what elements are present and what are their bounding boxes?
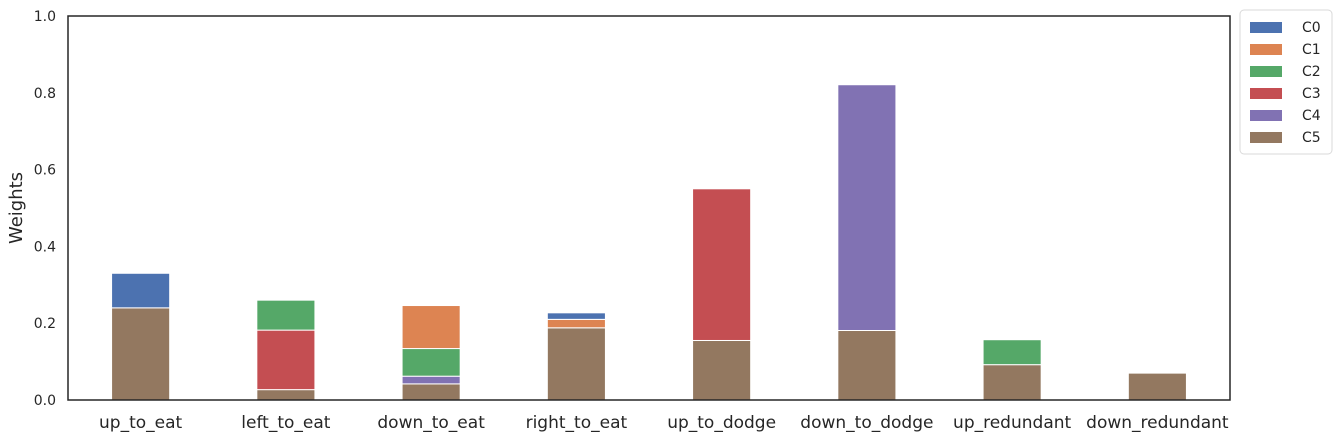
legend-swatch-c4 (1250, 110, 1282, 121)
y-tick-label: 0.0 (34, 393, 56, 409)
bar-segment-c2 (982, 339, 1042, 366)
bar-segment-c5 (256, 389, 316, 401)
bar-segment-c4 (401, 375, 461, 385)
y-tick-label: 1.0 (34, 9, 56, 25)
bar-segment-c5 (1127, 372, 1187, 401)
legend-swatch-c3 (1250, 88, 1282, 99)
bar-segment-c2 (401, 348, 461, 377)
legend-label: C1 (1302, 42, 1321, 58)
legend-swatch-c0 (1250, 22, 1282, 33)
x-tick-label: up_redundant (953, 413, 1071, 433)
y-tick-label: 0.8 (34, 86, 56, 102)
x-tick-label: right_to_eat (526, 413, 628, 433)
bar-segment-c3 (256, 329, 316, 391)
y-tick-label: 0.2 (34, 316, 56, 332)
x-tick-label: left_to_eat (241, 413, 330, 433)
x-tick-label: down_to_eat (377, 413, 485, 433)
y-axis-ticks: 0.0 0.2 0.4 0.6 0.8 1.0 (34, 9, 56, 409)
bar-segment-c3 (692, 188, 752, 341)
bar-segment-c5 (546, 327, 606, 401)
y-axis-title: Weights (6, 172, 27, 244)
x-tick-label: down_to_dodge (800, 413, 933, 433)
bar-segment-c0 (111, 272, 171, 309)
bar-segment-c5 (401, 383, 461, 401)
bars-layer (111, 84, 1187, 401)
x-tick-label: up_to_eat (99, 413, 183, 433)
bar-segment-c2 (256, 299, 316, 331)
bar-segment-c5 (111, 307, 171, 401)
legend-label: C5 (1302, 130, 1321, 146)
legend: C0 C1 C2 C3 C4 C5 (1239, 9, 1333, 155)
bar-segment-c5 (982, 364, 1042, 401)
bar-segment-c5 (692, 339, 752, 401)
y-tick-label: 0.6 (34, 163, 56, 179)
bar-segment-c1 (546, 318, 606, 329)
legend-label: C3 (1302, 86, 1321, 102)
x-tick-label: down_redundant (1086, 413, 1229, 433)
bar-segment-c5 (837, 329, 897, 401)
bar-segment-c1 (401, 305, 461, 350)
legend-label: C0 (1302, 20, 1321, 36)
legend-swatch-c2 (1250, 66, 1282, 77)
legend-swatch-c5 (1250, 132, 1282, 143)
y-tick-label: 0.4 (34, 239, 56, 255)
legend-swatch-c1 (1250, 44, 1282, 55)
bar-segment-c4 (837, 84, 897, 331)
bar-segment-c0 (546, 312, 606, 320)
legend-label: C4 (1302, 108, 1321, 124)
legend-label: C2 (1302, 64, 1321, 80)
plot-frame (67, 15, 1231, 401)
x-axis-ticks: up_to_eat left_to_eat down_to_eat right_to_… (99, 413, 1229, 433)
x-tick-label: up_to_dodge (667, 413, 776, 433)
